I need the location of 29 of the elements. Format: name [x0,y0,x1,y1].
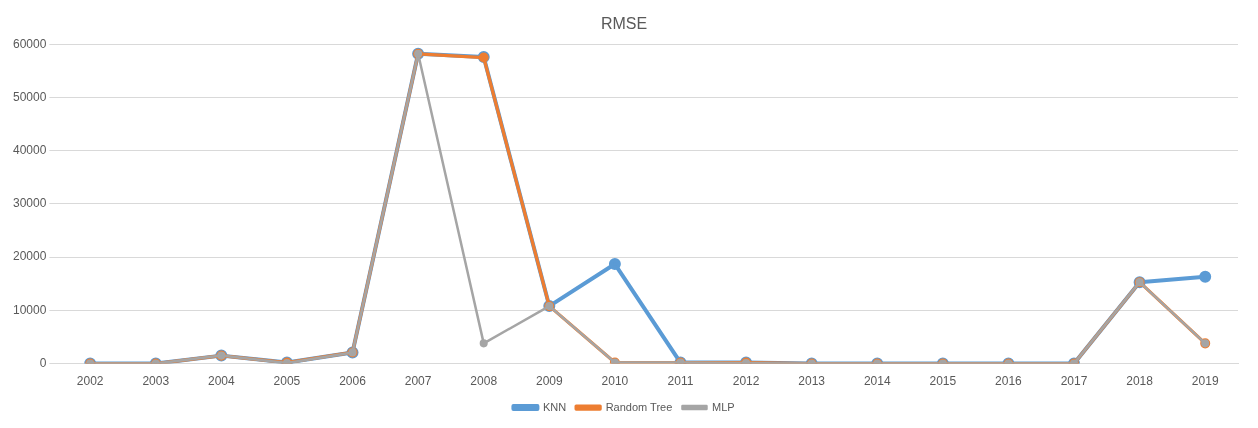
legend-label: KNN [542,400,567,413]
x-tick-label: 2006 [339,374,367,389]
y-tick-label: 10000 [12,302,47,317]
y-tick-label: 60000 [12,36,47,51]
legend-label: Random Tree [605,400,673,413]
x-tick-label: 2004 [207,374,236,389]
chart-title: RMSE [600,15,648,33]
x-tick-label: 2016 [995,374,1023,389]
legend-label: MLP [711,400,735,413]
y-tick-label: 50000 [12,89,47,104]
x-tick-label: 2010 [601,374,629,389]
y-tick-label: 40000 [12,142,47,157]
x-tick-label: 2017 [1060,374,1088,389]
x-tick-label: 2013 [798,374,826,389]
x-tick-label: 2018 [1126,374,1154,389]
x-tick-label: 2005 [273,374,301,389]
x-tick-label: 2002 [76,374,104,389]
y-tick-label: 0 [39,355,47,370]
y-tick-label: 20000 [12,249,47,264]
x-tick-label: 2009 [535,374,563,389]
x-tick-label: 2012 [732,374,760,389]
y-tick-label: 30000 [12,196,47,211]
x-tick-label: 2003 [142,374,170,389]
x-tick-label: 2015 [929,374,957,389]
x-tick-label: 2008 [470,374,498,389]
x-tick-label: 2007 [404,374,432,389]
x-tick-label: 2011 [667,374,694,389]
x-tick-label: 2019 [1191,374,1219,389]
x-tick-label: 2014 [863,374,891,389]
